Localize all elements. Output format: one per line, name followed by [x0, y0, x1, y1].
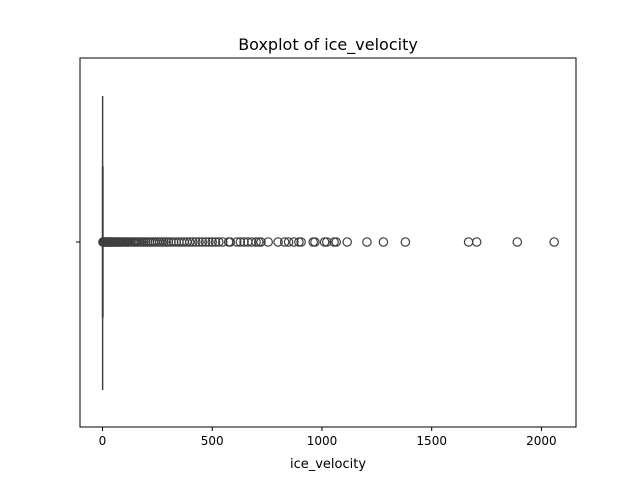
x-tick-label: 0 [99, 434, 107, 448]
outlier-point [185, 237, 195, 247]
outlier-point [204, 237, 214, 247]
outlier-point [251, 237, 261, 247]
outlier-point [549, 237, 559, 247]
outlier-point [190, 237, 201, 247]
outlier-point [463, 237, 474, 247]
x-axis-label: ice_velocity [290, 457, 366, 472]
x-tick-label: 1500 [416, 434, 447, 448]
outlier-point [279, 237, 290, 247]
x-axis: 0 500 1000 1500 2000 [99, 427, 557, 448]
outlier-point [283, 237, 294, 247]
outlier-point [256, 237, 266, 247]
outlier-point [342, 237, 353, 247]
outlier-point [289, 237, 299, 247]
outlier-point [471, 237, 482, 247]
outlier-point [246, 237, 257, 247]
outlier-point [200, 237, 211, 247]
outlier-point [362, 237, 372, 247]
outlier-point [321, 237, 332, 247]
plot-area [76, 57, 577, 428]
chart-title: Boxplot of ice_velocity [238, 35, 418, 55]
outlier-point [225, 237, 236, 247]
outlier-point [273, 237, 283, 247]
x-tick-label: 2000 [526, 434, 557, 448]
outlier-point [217, 237, 228, 247]
outlier-point [512, 237, 523, 247]
outlier-point [296, 237, 306, 247]
outlier-point [331, 237, 342, 247]
outlier-point [187, 237, 198, 247]
x-tick-label: 500 [201, 434, 224, 448]
outlier-point [235, 237, 246, 247]
axes-frame [79, 57, 577, 428]
outlier-point [239, 237, 249, 247]
outlier-point [210, 237, 221, 247]
outlier-point [194, 237, 204, 247]
outlier-point [263, 237, 273, 247]
outlier-point [214, 237, 224, 247]
outlier-point [400, 237, 411, 247]
outlier-point [232, 237, 242, 247]
x-tick-label: 1000 [307, 434, 338, 448]
outlier-point [207, 237, 218, 247]
outlier-point [378, 237, 389, 247]
outlier-point [310, 237, 320, 247]
outlier-point [197, 237, 208, 247]
